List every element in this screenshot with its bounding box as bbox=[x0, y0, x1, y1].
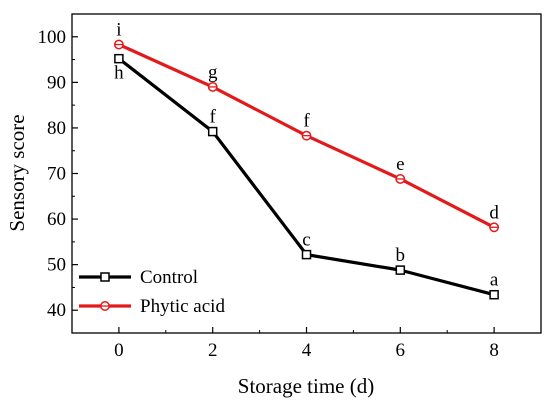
x-tick-label: 6 bbox=[396, 340, 406, 361]
data-point bbox=[301, 249, 312, 260]
point-label: e bbox=[396, 154, 404, 175]
data-point bbox=[207, 126, 218, 137]
point-label: f bbox=[210, 107, 217, 128]
y-axis-title: Sensory score bbox=[5, 114, 29, 231]
point-label: c bbox=[302, 230, 310, 251]
y-tick-label: 80 bbox=[47, 118, 66, 139]
point-label: i bbox=[116, 20, 121, 41]
series-phytic-acid: i g f e d bbox=[113, 20, 499, 233]
data-point bbox=[395, 265, 406, 275]
series-control: h f c b a bbox=[114, 53, 499, 300]
point-label: h bbox=[114, 63, 124, 84]
point-label: f bbox=[303, 111, 310, 132]
y-tick-label: 100 bbox=[38, 27, 67, 48]
legend-item: Control bbox=[79, 267, 198, 288]
legend-item: Phytic acid bbox=[79, 296, 225, 317]
data-point bbox=[489, 289, 499, 300]
data-point bbox=[114, 53, 124, 64]
x-tick-label: 2 bbox=[208, 340, 218, 361]
x-axis: 0 2 4 6 8 bbox=[114, 327, 499, 361]
series-layer: h f c b a i g f e d bbox=[113, 20, 499, 300]
y-tick-label: 40 bbox=[47, 300, 66, 321]
point-label: a bbox=[490, 270, 499, 291]
legend-label: Phytic acid bbox=[140, 296, 225, 317]
y-axis: 40 50 60 70 80 90 100 bbox=[38, 27, 78, 321]
legend: Control Phytic acid bbox=[79, 267, 225, 317]
point-label: b bbox=[396, 245, 406, 266]
y-tick-label: 90 bbox=[47, 72, 66, 93]
y-tick-label: 60 bbox=[47, 209, 66, 230]
x-tick-label: 0 bbox=[114, 340, 124, 361]
legend-label: Control bbox=[140, 267, 198, 288]
y-tick-label: 70 bbox=[47, 164, 66, 185]
x-axis-title: Storage time (d) bbox=[238, 374, 374, 398]
legend-marker bbox=[100, 272, 110, 282]
point-label: d bbox=[489, 202, 499, 223]
y-tick-label: 50 bbox=[47, 255, 66, 276]
point-label: g bbox=[208, 62, 218, 83]
x-tick-label: 4 bbox=[302, 340, 312, 361]
x-tick-label: 8 bbox=[489, 340, 499, 361]
